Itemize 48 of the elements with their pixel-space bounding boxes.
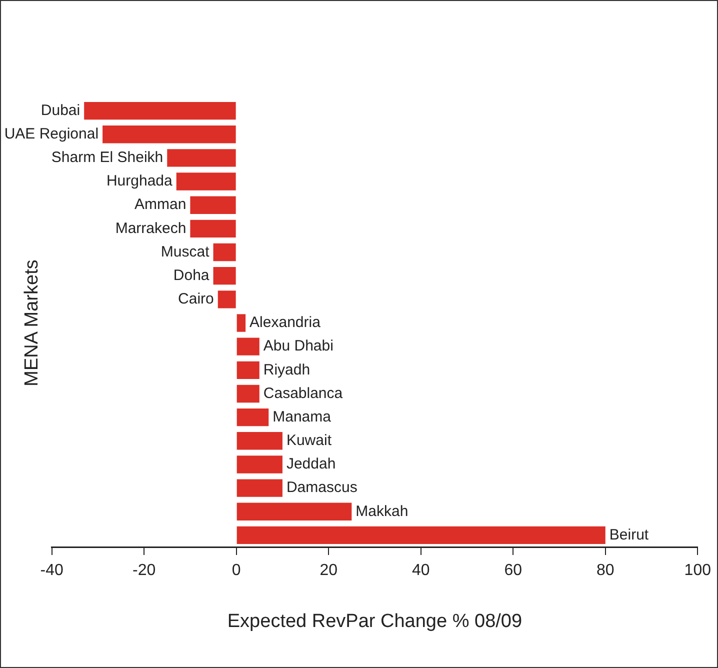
- x-tick-label: 40: [412, 562, 430, 580]
- bar: [236, 408, 269, 426]
- bar: [236, 432, 282, 450]
- x-tick-label: 100: [684, 562, 712, 580]
- x-tick-label: 60: [504, 562, 522, 580]
- y-tick-label: Manama: [272, 408, 332, 426]
- y-tick-label: Kuwait: [286, 432, 332, 450]
- y-tick-label: Damascus: [286, 479, 358, 496]
- bar: [167, 149, 236, 167]
- bar: [236, 479, 282, 497]
- y-tick-label: Riyadh: [263, 361, 310, 378]
- y-axis-title: MENA Markets: [22, 260, 43, 386]
- bar: [213, 243, 236, 262]
- bar: [236, 338, 260, 356]
- x-tick-label: 20: [320, 562, 338, 580]
- y-tick-label: Cairo: [178, 290, 214, 308]
- y-tick-label: Amman: [134, 196, 186, 214]
- y-tick-label: Casablanca: [263, 384, 344, 402]
- y-tick-label: Doha: [173, 266, 210, 284]
- bar: [236, 314, 246, 332]
- bar: [236, 502, 352, 520]
- x-tick-label: 0: [232, 562, 241, 580]
- bar: [190, 196, 236, 214]
- bar: [102, 126, 236, 144]
- y-tick-label: Alexandria: [250, 314, 322, 332]
- y-tick-label: UAE Regional: [4, 126, 99, 143]
- y-tick-label: Marrakech: [115, 220, 186, 237]
- y-tick-label: Beirut: [609, 526, 650, 544]
- x-axis-title: Expected RevPar Change % 08/09: [227, 610, 522, 632]
- y-tick-label: Muscat: [160, 243, 210, 260]
- y-tick-label: Abu Dhabi: [263, 338, 334, 355]
- bar: [236, 361, 260, 379]
- bar: [236, 526, 606, 544]
- y-tick-label: Dubai: [40, 102, 80, 119]
- x-tick-label: 80: [596, 562, 614, 580]
- y-tick-label: Sharm El Sheikh: [51, 149, 164, 166]
- y-tick-label: Hurghada: [106, 172, 174, 190]
- bar: [236, 384, 260, 403]
- bar: [176, 172, 236, 190]
- bar: [218, 290, 236, 308]
- bar: [190, 220, 236, 238]
- x-tick-label: -20: [132, 562, 156, 580]
- y-tick-label: Jeddah: [286, 456, 336, 473]
- y-tick-label: Makkah: [356, 502, 408, 520]
- x-tick-label: -40: [40, 562, 64, 580]
- bar: [236, 456, 282, 474]
- bar: [213, 267, 236, 285]
- bar: [84, 102, 236, 120]
